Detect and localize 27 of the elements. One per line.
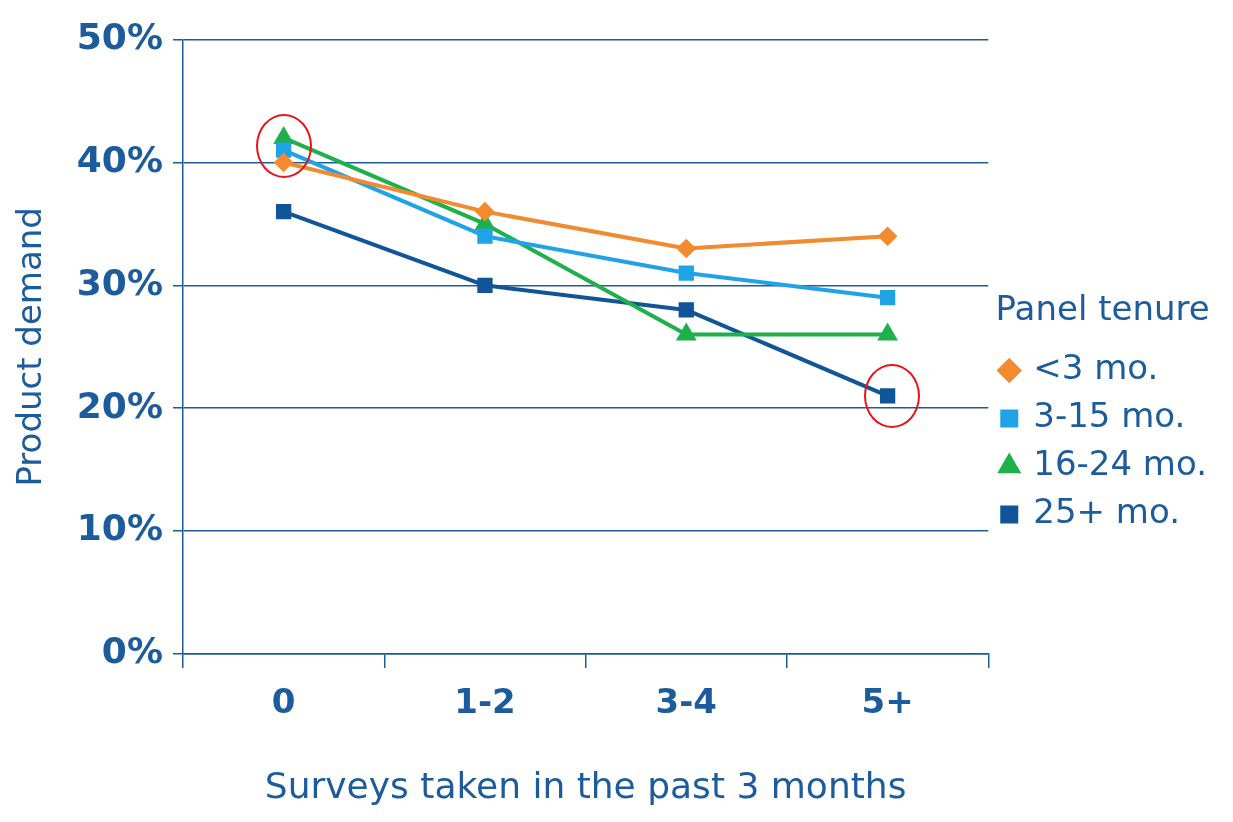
point	[477, 277, 493, 294]
y-tick-label: 20%	[76, 384, 163, 426]
y-tick-label: 10%	[76, 507, 163, 549]
y-tick-label: 50%	[76, 15, 163, 57]
legend-label: 25+ mo.	[1033, 491, 1180, 532]
point	[475, 202, 494, 221]
x-tick-label: 3-4	[655, 681, 717, 722]
point	[878, 227, 897, 246]
x-axis-title: Surveys taken in the past 3 months	[264, 764, 907, 806]
y-tick-label: 30%	[76, 261, 163, 303]
point	[275, 203, 292, 220]
point	[677, 239, 696, 258]
point	[678, 302, 694, 318]
legend-label: <3 mo.	[1033, 347, 1159, 388]
legend-title: Panel tenure	[995, 288, 1210, 329]
point	[678, 265, 694, 281]
y-tick-label: 0%	[101, 630, 163, 672]
x-tick-label: 0	[271, 681, 296, 722]
point	[477, 228, 493, 244]
legend-label: 3-15 mo.	[1033, 395, 1186, 436]
y-axis-title: Product demand	[9, 207, 50, 487]
x-tick-label: 1-2	[454, 681, 516, 722]
legend-label: 16-24 mo.	[1033, 443, 1208, 484]
point	[274, 153, 293, 172]
x-tick-label: 5+	[861, 681, 914, 722]
point	[879, 289, 896, 306]
y-tick-label: 40%	[76, 138, 163, 180]
